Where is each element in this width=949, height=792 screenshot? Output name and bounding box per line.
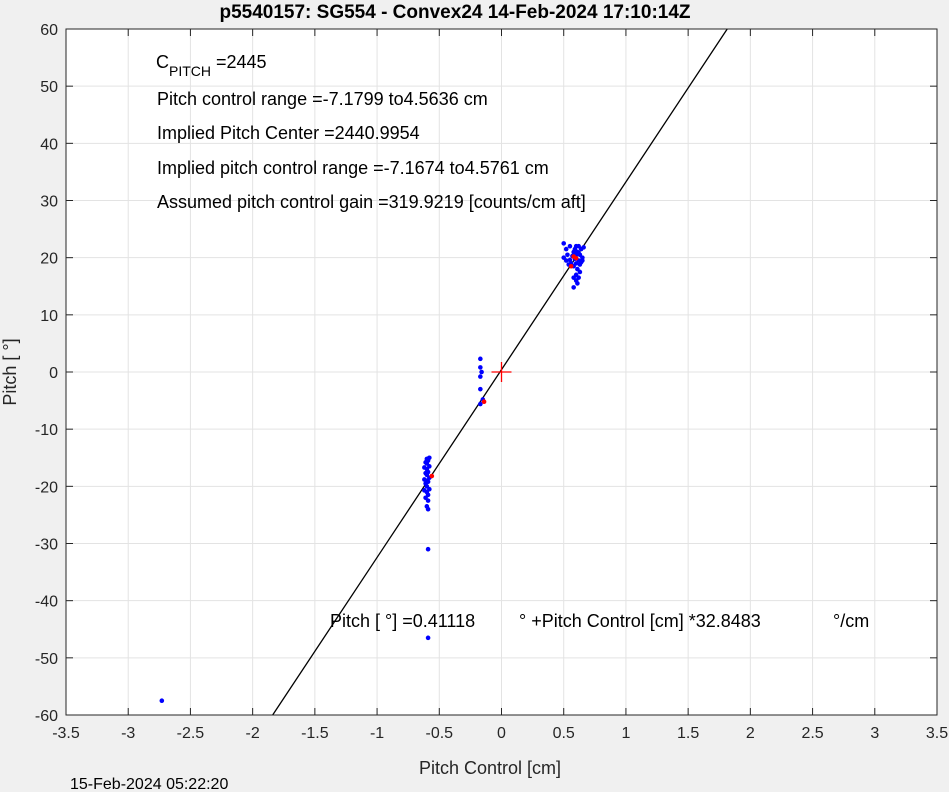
data-point [422,477,427,482]
y-axis-label: Pitch [ °] [0,338,20,405]
y-ticks: 60 50 40 30 20 10 0 -10 -20 -30 -40 -50 -60 [35,22,937,725]
fit-equation-part-3: °/cm [833,611,869,631]
data-point [575,281,580,286]
data-point [478,356,483,362]
data-point [572,246,578,252]
x-tick-label: -1 [370,725,384,742]
x-tick-label: -3 [121,725,135,742]
data-point [567,243,573,249]
x-tick-label: -2 [246,725,260,742]
x-tick-label: -3.5 [52,725,80,742]
y-tick-label: 50 [40,79,58,96]
y-tick-label: 40 [40,136,58,153]
data-point [563,258,569,263]
plot-content [159,28,728,716]
data-point [563,246,569,252]
y-tick-label: -40 [35,594,58,611]
data-point [159,698,165,704]
y-tick-label: 0 [49,365,58,382]
y-tick-label: -30 [35,537,58,554]
axes-box [65,28,938,716]
x-tick-label: 0 [497,725,506,742]
y-tick-label: -50 [35,651,58,668]
x-tick-label: 3.5 [926,725,948,742]
data-point [478,401,483,407]
data-point [427,455,432,461]
data-point [425,546,431,552]
data-point [424,504,430,509]
x-tick-label: 0.5 [553,725,575,742]
data-point [478,386,483,392]
data-point [422,465,427,470]
data-point [481,399,487,405]
x-tick-label: 2.5 [801,725,823,742]
y-tick-label: 20 [40,251,58,268]
data-point [580,255,585,260]
y-tick-label: -10 [35,422,58,439]
chart-title: p5540157: SG554 - Convex24 14-Feb-2024 1… [219,2,690,23]
c-pitch-value: =2445 [211,52,267,72]
implied-pitch-control-range-text: Implied pitch control range =-7.1674 to4… [157,158,549,178]
footer-timestamp: 15-Feb-2024 05:22:20 [70,776,228,792]
data-point [425,635,431,641]
fit-equation-part-1: Pitch [ °] =0.41118 [330,611,475,631]
center-marker [491,362,512,382]
data-point [577,262,583,267]
x-tick-label: -1.5 [301,725,329,742]
c-pitch-main: C [156,52,169,72]
x-ticks: -3.5 -3 -2.5 -2 -1.5 -1 -0.5 0 0.5 1 1.5 2 2.5 3 3.5 [52,29,948,742]
pitch-control-range-text: Pitch control range =-7.1799 to4.5636 cm [157,89,488,109]
y-tick-label: 60 [40,22,58,39]
assumed-gain-text: Assumed pitch control gain =319.9219 [co… [157,192,586,212]
y-tick-label: -60 [35,708,58,725]
x-axis-label: Pitch Control [cm] [419,758,561,778]
y-tick-label: 10 [40,308,58,325]
x-tick-label: 1.5 [677,725,699,742]
data-point [573,255,579,261]
y-tick-label: 30 [40,194,58,211]
x-tick-label: 2 [746,725,755,742]
data-series [429,254,579,479]
c-pitch-annotation: CPITCH =2445 [156,52,267,79]
y-tick-label: -20 [35,479,58,496]
data-point [565,252,570,258]
x-tick-label: -2.5 [177,725,205,742]
data-point [429,473,435,479]
c-pitch-subscript: PITCH [169,63,211,79]
data-point [571,285,576,290]
data-point [479,369,484,375]
fit-equation-part-2: ° +Pitch Control [cm] *32.8483 [519,611,761,631]
data-point [581,245,586,250]
implied-pitch-center-text: Implied Pitch Center =2440.9954 [157,123,420,143]
data-point [568,263,574,269]
data-point [577,269,583,275]
data-point [561,241,567,246]
data-point [422,488,427,493]
x-tick-label: 3 [870,725,879,742]
data-point [567,257,573,263]
x-tick-label: 1 [621,725,630,742]
data-point [478,365,483,370]
x-tick-label: -0.5 [425,725,453,742]
data-point [478,374,483,379]
data-point [576,250,581,256]
